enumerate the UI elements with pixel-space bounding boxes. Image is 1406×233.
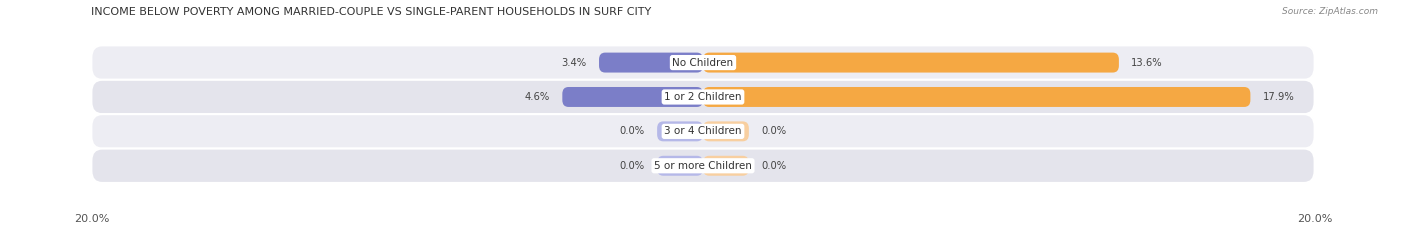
Text: 0.0%: 0.0% xyxy=(620,161,645,171)
FancyBboxPatch shape xyxy=(703,121,749,141)
FancyBboxPatch shape xyxy=(703,53,1119,72)
FancyBboxPatch shape xyxy=(657,121,703,141)
Text: No Children: No Children xyxy=(672,58,734,68)
FancyBboxPatch shape xyxy=(91,80,1315,114)
Text: 1 or 2 Children: 1 or 2 Children xyxy=(664,92,742,102)
Text: 3 or 4 Children: 3 or 4 Children xyxy=(664,126,742,136)
Text: 0.0%: 0.0% xyxy=(761,161,786,171)
FancyBboxPatch shape xyxy=(91,149,1315,183)
Text: 5 or more Children: 5 or more Children xyxy=(654,161,752,171)
Text: 20.0%: 20.0% xyxy=(1296,214,1333,224)
Text: INCOME BELOW POVERTY AMONG MARRIED-COUPLE VS SINGLE-PARENT HOUSEHOLDS IN SURF CI: INCOME BELOW POVERTY AMONG MARRIED-COUPL… xyxy=(91,7,651,17)
FancyBboxPatch shape xyxy=(703,156,749,176)
FancyBboxPatch shape xyxy=(599,53,703,72)
Text: 20.0%: 20.0% xyxy=(73,214,110,224)
FancyBboxPatch shape xyxy=(657,156,703,176)
FancyBboxPatch shape xyxy=(562,87,703,107)
Text: 0.0%: 0.0% xyxy=(620,126,645,136)
Text: 17.9%: 17.9% xyxy=(1263,92,1295,102)
Text: 3.4%: 3.4% xyxy=(561,58,586,68)
FancyBboxPatch shape xyxy=(91,45,1315,80)
Text: Source: ZipAtlas.com: Source: ZipAtlas.com xyxy=(1282,7,1378,16)
Text: 4.6%: 4.6% xyxy=(524,92,550,102)
Text: 13.6%: 13.6% xyxy=(1130,58,1163,68)
FancyBboxPatch shape xyxy=(703,87,1250,107)
FancyBboxPatch shape xyxy=(91,114,1315,149)
Text: 0.0%: 0.0% xyxy=(761,126,786,136)
